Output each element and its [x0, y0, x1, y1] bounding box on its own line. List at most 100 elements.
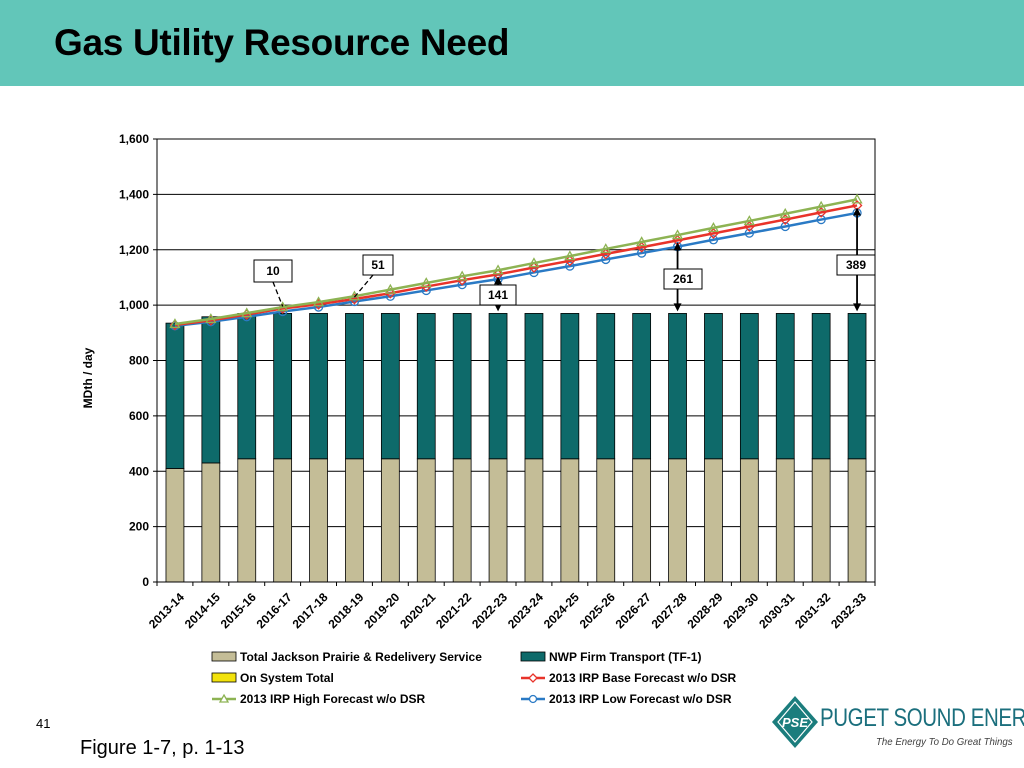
pse-logo: PSE PUGET SOUND ENERGY The Energy To Do …	[770, 692, 1024, 752]
data-point	[601, 254, 611, 265]
bar-segment	[632, 313, 652, 460]
page-number: 41	[36, 716, 51, 731]
data-point	[420, 277, 432, 288]
legend-swatch	[211, 672, 237, 683]
x-tick-label: 2030-31	[756, 590, 797, 631]
arrow-head-up	[494, 276, 503, 285]
bar-segment	[309, 313, 328, 460]
bar-segment	[273, 313, 293, 460]
x-tick-label: 2024-25	[541, 590, 582, 631]
data-point	[743, 215, 755, 226]
slide-title: Gas Utility Resource Need	[54, 22, 510, 63]
bar-segment	[237, 458, 257, 583]
bar-segment	[811, 313, 831, 460]
callout-label: 261	[673, 272, 693, 286]
callout-leader	[353, 274, 374, 298]
bar-segment	[380, 458, 400, 583]
data-point	[779, 207, 791, 218]
data-point	[277, 301, 289, 312]
x-tick-label: 2025-26	[577, 590, 618, 631]
data-point	[169, 318, 181, 329]
y-tick-label: 1,000	[119, 298, 149, 312]
x-tick-label: 2023-24	[505, 590, 546, 631]
data-point	[600, 243, 612, 254]
arrow-head-up	[673, 242, 682, 251]
bar-segment	[345, 458, 364, 583]
bar-segment	[524, 458, 544, 583]
y-tick-label: 0	[142, 575, 149, 589]
data-point	[744, 228, 754, 238]
callout-box	[362, 254, 394, 276]
x-tick-label: 2032-33	[828, 590, 869, 631]
legend-marker	[218, 693, 230, 703]
bar-segment	[847, 458, 867, 583]
data-point	[528, 257, 540, 268]
bar-segment	[775, 458, 795, 583]
bar-segment	[739, 313, 759, 460]
bar-segment	[560, 458, 580, 583]
bar-segment	[847, 313, 867, 460]
data-point	[456, 274, 468, 286]
logo-tagline: The Energy To Do Great Things	[876, 736, 1013, 748]
data-point	[851, 193, 863, 204]
callout-box	[663, 268, 703, 290]
bar-segment	[811, 458, 831, 583]
pse-mark-icon: PSE	[772, 696, 818, 748]
x-tick-label: 2027-28	[649, 590, 690, 631]
legend-swatch	[211, 651, 237, 662]
x-tick-label: 2014-15	[182, 590, 223, 631]
legend-item: NWP Firm Transport (TF-1)	[520, 650, 701, 664]
data-point	[708, 235, 719, 245]
bar-segment	[488, 458, 508, 583]
bar-segment	[201, 316, 221, 464]
x-tick-label: 2017-18	[290, 590, 331, 631]
x-tick-label: 2016-17	[254, 590, 295, 631]
x-tick-label: 2018-19	[325, 590, 366, 631]
series-line	[174, 211, 858, 328]
legend-label: NWP Firm Transport (TF-1)	[549, 650, 701, 664]
legend-label: 2013 IRP Low Forecast w/o DSR	[549, 692, 732, 706]
bar-segment	[380, 313, 400, 460]
callout-label: 389	[846, 258, 866, 272]
y-tick-label: 1,400	[119, 187, 149, 201]
legend-label: Total Jackson Prairie & Redelivery Servi…	[240, 650, 482, 664]
x-tick-label: 2015-16	[218, 590, 259, 631]
bar-segment	[596, 458, 616, 583]
callout-label: 51	[371, 258, 385, 272]
bar-segment	[416, 313, 436, 460]
legend-label: 2013 IRP High Forecast w/o DSR	[240, 692, 426, 706]
bar-segment	[704, 458, 723, 583]
data-point	[241, 307, 253, 318]
y-tick-label: 400	[129, 464, 149, 478]
series-line	[174, 198, 858, 326]
svg-text:PSE: PSE	[782, 715, 808, 730]
x-tick-label: 2028-29	[684, 590, 725, 631]
title-bar	[0, 0, 1024, 86]
bar-segment	[775, 313, 795, 460]
data-point	[815, 200, 827, 211]
bar-segment	[704, 313, 723, 460]
logo-brand: PUGET SOUND ENERGY	[820, 704, 1024, 732]
x-tick-label: 2022-23	[469, 590, 510, 631]
data-point	[816, 214, 826, 225]
y-axis-ticks: 0 200 400 600 800 1,000 1,200 1,400 1,600	[119, 132, 157, 589]
y-tick-label: 800	[129, 354, 149, 368]
series-line	[174, 204, 858, 327]
bar-segment	[560, 313, 580, 460]
callout-leader	[272, 281, 284, 307]
bar-segment	[739, 458, 759, 583]
data-point	[636, 236, 648, 247]
data-point	[671, 229, 684, 240]
x-tick-label: 2031-32	[792, 590, 833, 631]
bar-segment	[201, 462, 221, 583]
x-tick-label: 2026-27	[613, 590, 654, 631]
data-point	[779, 214, 791, 225]
data-point	[492, 264, 504, 275]
x-tick-label: 2013-14	[146, 590, 187, 631]
x-tick-label: 2029-30	[720, 590, 761, 631]
x-axis-ticks: 2013-142014-152015-162016-172017-182018-…	[146, 582, 876, 631]
y-tick-label: 600	[129, 409, 149, 423]
bar-segment	[416, 458, 436, 583]
gridlines	[157, 138, 875, 528]
